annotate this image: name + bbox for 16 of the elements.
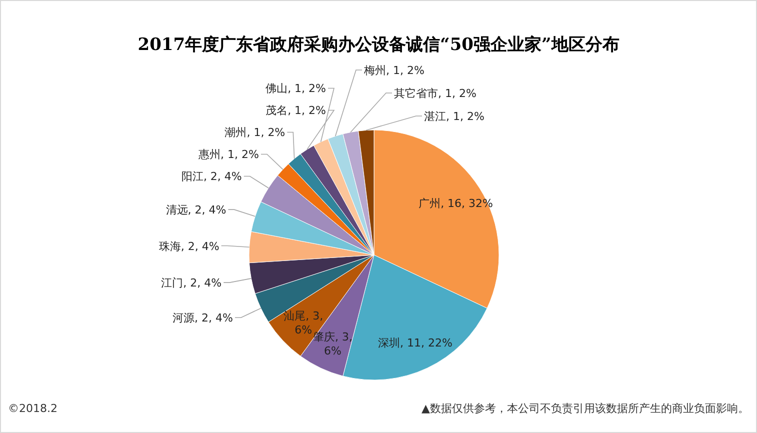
slice-label: 佛山, 1, 2% [266,82,326,96]
text: ▲数据仅供参考，本公司不负责引用该数据所产生的商业负面影响。 [422,402,749,415]
slice-label: 深圳, 11, 22% [378,336,452,350]
slice-label: 茂名, 1, 2% [266,104,326,118]
slice-label: 珠海, 2, 4% [158,240,220,253]
slice-label: 河源, 2, 4% [172,312,233,325]
slice-label: 江门, 2, 4% [161,276,222,290]
slice-label: 阳江, 2, 4% [181,170,242,184]
slice-label: 潮州, 1, 2% [224,126,286,140]
text: ©2018.2 [8,402,58,415]
chart-title: 2017年度广东省政府采购办公设备诚信“50强企业家”地区分布 [138,35,620,55]
slice-label: 梅州, 1, 2% [363,64,424,77]
slice-label: 惠州, 1, 2% [198,148,259,162]
slice-label: 其它省市, 1, 2% [394,87,476,100]
slice-label: 湛江, 1, 2% [424,110,484,123]
slice-label: 清远, 2, 4% [166,204,226,217]
